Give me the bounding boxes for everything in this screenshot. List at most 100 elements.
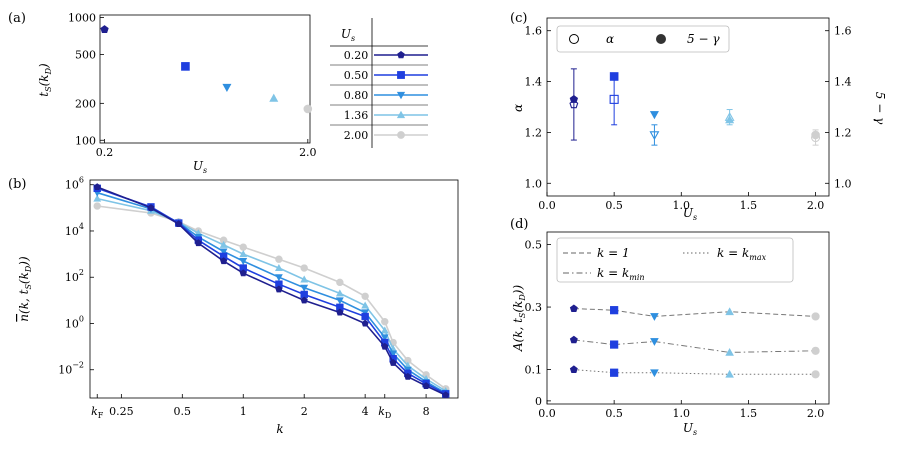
b-point-0.80-8 [335, 297, 344, 305]
b-point-2.00-9 [361, 292, 369, 300]
c-xtick-label-2: 1.0 [673, 199, 691, 212]
panel-c-ylabel-right: 5 − γ [873, 92, 887, 125]
a-xtick-label-0: 0.2 [96, 146, 114, 159]
d-ytick-label-0: 0 [535, 395, 542, 408]
b-point-2.00-10 [381, 317, 389, 326]
d-point-0-1.36 [725, 307, 734, 316]
b-point-0.80-5 [239, 258, 248, 266]
panel-d-ylabel-sub2: D [518, 294, 527, 302]
b-point-0.20-8 [336, 308, 344, 316]
b-ytick-base-3: 10 [65, 225, 79, 238]
panel-label-c: (c) [510, 11, 527, 26]
b-xtick-label-3: 1 [240, 405, 247, 418]
d-legend-label-sub-2: min [629, 273, 644, 282]
b-ytick-label-0: 10−2 [58, 361, 84, 377]
b-point-1.36-0 [93, 194, 102, 202]
b-ytick-label-1: 100 [65, 314, 84, 330]
b-point-0.80-6 [274, 274, 283, 282]
a-xtick-label-1: 2.0 [299, 146, 317, 159]
b-point-2.00-5 [239, 243, 247, 251]
d-ytick-label-3: 0.5 [525, 239, 543, 252]
panel-c: 0.0 0.5 1.0 1.5 2.01.01.21.41.61.01.21.41.6 … [511, 17, 887, 222]
d-xtick-label-3: 1.5 [740, 407, 758, 420]
panel-b-frame [89, 179, 459, 399]
c-gamma-point-0.20 [569, 94, 579, 103]
c-xtick-label-1: 0.5 [605, 199, 623, 212]
legend-us-value-0: 0.20 [344, 49, 369, 62]
b-ytick-label-3: 104 [65, 222, 84, 238]
b-xtick-label-main-0: k [91, 405, 98, 418]
d-xtick-label-4: 2.0 [807, 407, 825, 420]
panel-label-b: (b) [8, 177, 26, 192]
panel-a-xlabel-main: U [193, 159, 204, 173]
a-ytick-label-0: 100 [75, 134, 96, 147]
d-xtick-label-0: 0.0 [538, 407, 556, 420]
d-point-2-1.36 [725, 369, 734, 378]
b-point-0.20-5 [239, 269, 247, 277]
c-alpha-point-0.20 [569, 99, 579, 109]
c-gamma-point-2.00 [811, 130, 820, 140]
d-point-2-2.00 [811, 370, 820, 379]
b-ytick-exp-3: 4 [79, 222, 84, 231]
panel-d-marks [569, 304, 820, 379]
panel-d-xlabel-sub: s [693, 428, 697, 437]
b-xtick-label-sub-6: D [385, 411, 391, 420]
legend-us-value-4: 2.00 [344, 129, 369, 142]
a-ytick-label-2: 500 [75, 49, 96, 62]
legend-us-value-3: 1.36 [344, 109, 369, 122]
b-xtick-label-4: 2 [301, 405, 308, 418]
b-point-1.36-5 [239, 250, 248, 258]
b-point-1.36-9 [361, 301, 370, 309]
b-xtick-label-sub-0: F [98, 411, 104, 420]
panel-a-ylabel-main: t [37, 92, 51, 97]
panel-c-legend: α 5 − γ [556, 25, 730, 53]
c-gamma-point-0.80 [649, 111, 659, 120]
b-xtick-label-2: 0.5 [174, 405, 192, 418]
d-legend-label-0: k = 1 [597, 246, 630, 260]
panel-a-xlabel-sub: s [203, 166, 207, 175]
b-xtick-label-7: 8 [423, 405, 430, 418]
d-point-2-0.20 [569, 365, 578, 373]
b-point-1.36-6 [274, 264, 283, 272]
c-xtick-label-3: 1.5 [740, 199, 758, 212]
b-point-0.80-7 [300, 284, 309, 292]
panel-b-ylabel-arg: (k, t [17, 289, 31, 314]
b-ytick-base-2: 10 [65, 271, 79, 284]
a-point-2.00 [303, 104, 313, 114]
panel-c-xlabel-main: U [683, 206, 694, 220]
b-point-2.00-8 [336, 278, 344, 287]
b-point-0.20-13 [422, 382, 430, 389]
b-ytick-label-4: 106 [65, 176, 84, 192]
b-point-0.20-9 [361, 319, 369, 327]
d-legend-label-2: k = kmin [597, 266, 645, 282]
panel-d-ticks: 0.0 0.5 1.0 1.5 2.0 0 0.1 0.3 0.5 [525, 239, 825, 420]
panel-a-ylabel: tS(kD) [37, 63, 53, 97]
d-point-0-0.80 [650, 313, 659, 321]
b-point-1.36-7 [300, 275, 309, 283]
panel-b-marks [93, 183, 450, 399]
b-point-0.80-9 [361, 309, 370, 317]
b-point-2.00-7 [300, 264, 308, 272]
a-point-0.80 [222, 83, 232, 92]
b-point-1.36-8 [335, 289, 344, 297]
panel-b-ylabel-arg2: (k [17, 272, 31, 284]
panel-b-ylabel-close: )) [17, 256, 31, 267]
a-point-1.36 [269, 93, 279, 102]
b-ytick-exp-4: 6 [79, 176, 84, 185]
d-point-1-0.50 [610, 340, 619, 349]
panel-a-ticks: 0.2 2.0 100 200 500 1000 [68, 12, 317, 159]
c-ytick-right-label-3: 1.6 [834, 25, 852, 38]
b-point-0.20-7 [300, 296, 308, 304]
d-point-1-2.00 [811, 346, 820, 355]
b-xtick-label-1: 0.25 [109, 405, 134, 418]
b-point-0.20-3 [194, 239, 202, 247]
legend-us-title: Us [341, 27, 355, 43]
b-xtick-label-5: 4 [362, 405, 369, 418]
d-point-2-0.50 [610, 368, 619, 377]
panel-d-xlabel-main: U [683, 421, 694, 435]
a-ytick-label-1: 200 [75, 97, 96, 110]
